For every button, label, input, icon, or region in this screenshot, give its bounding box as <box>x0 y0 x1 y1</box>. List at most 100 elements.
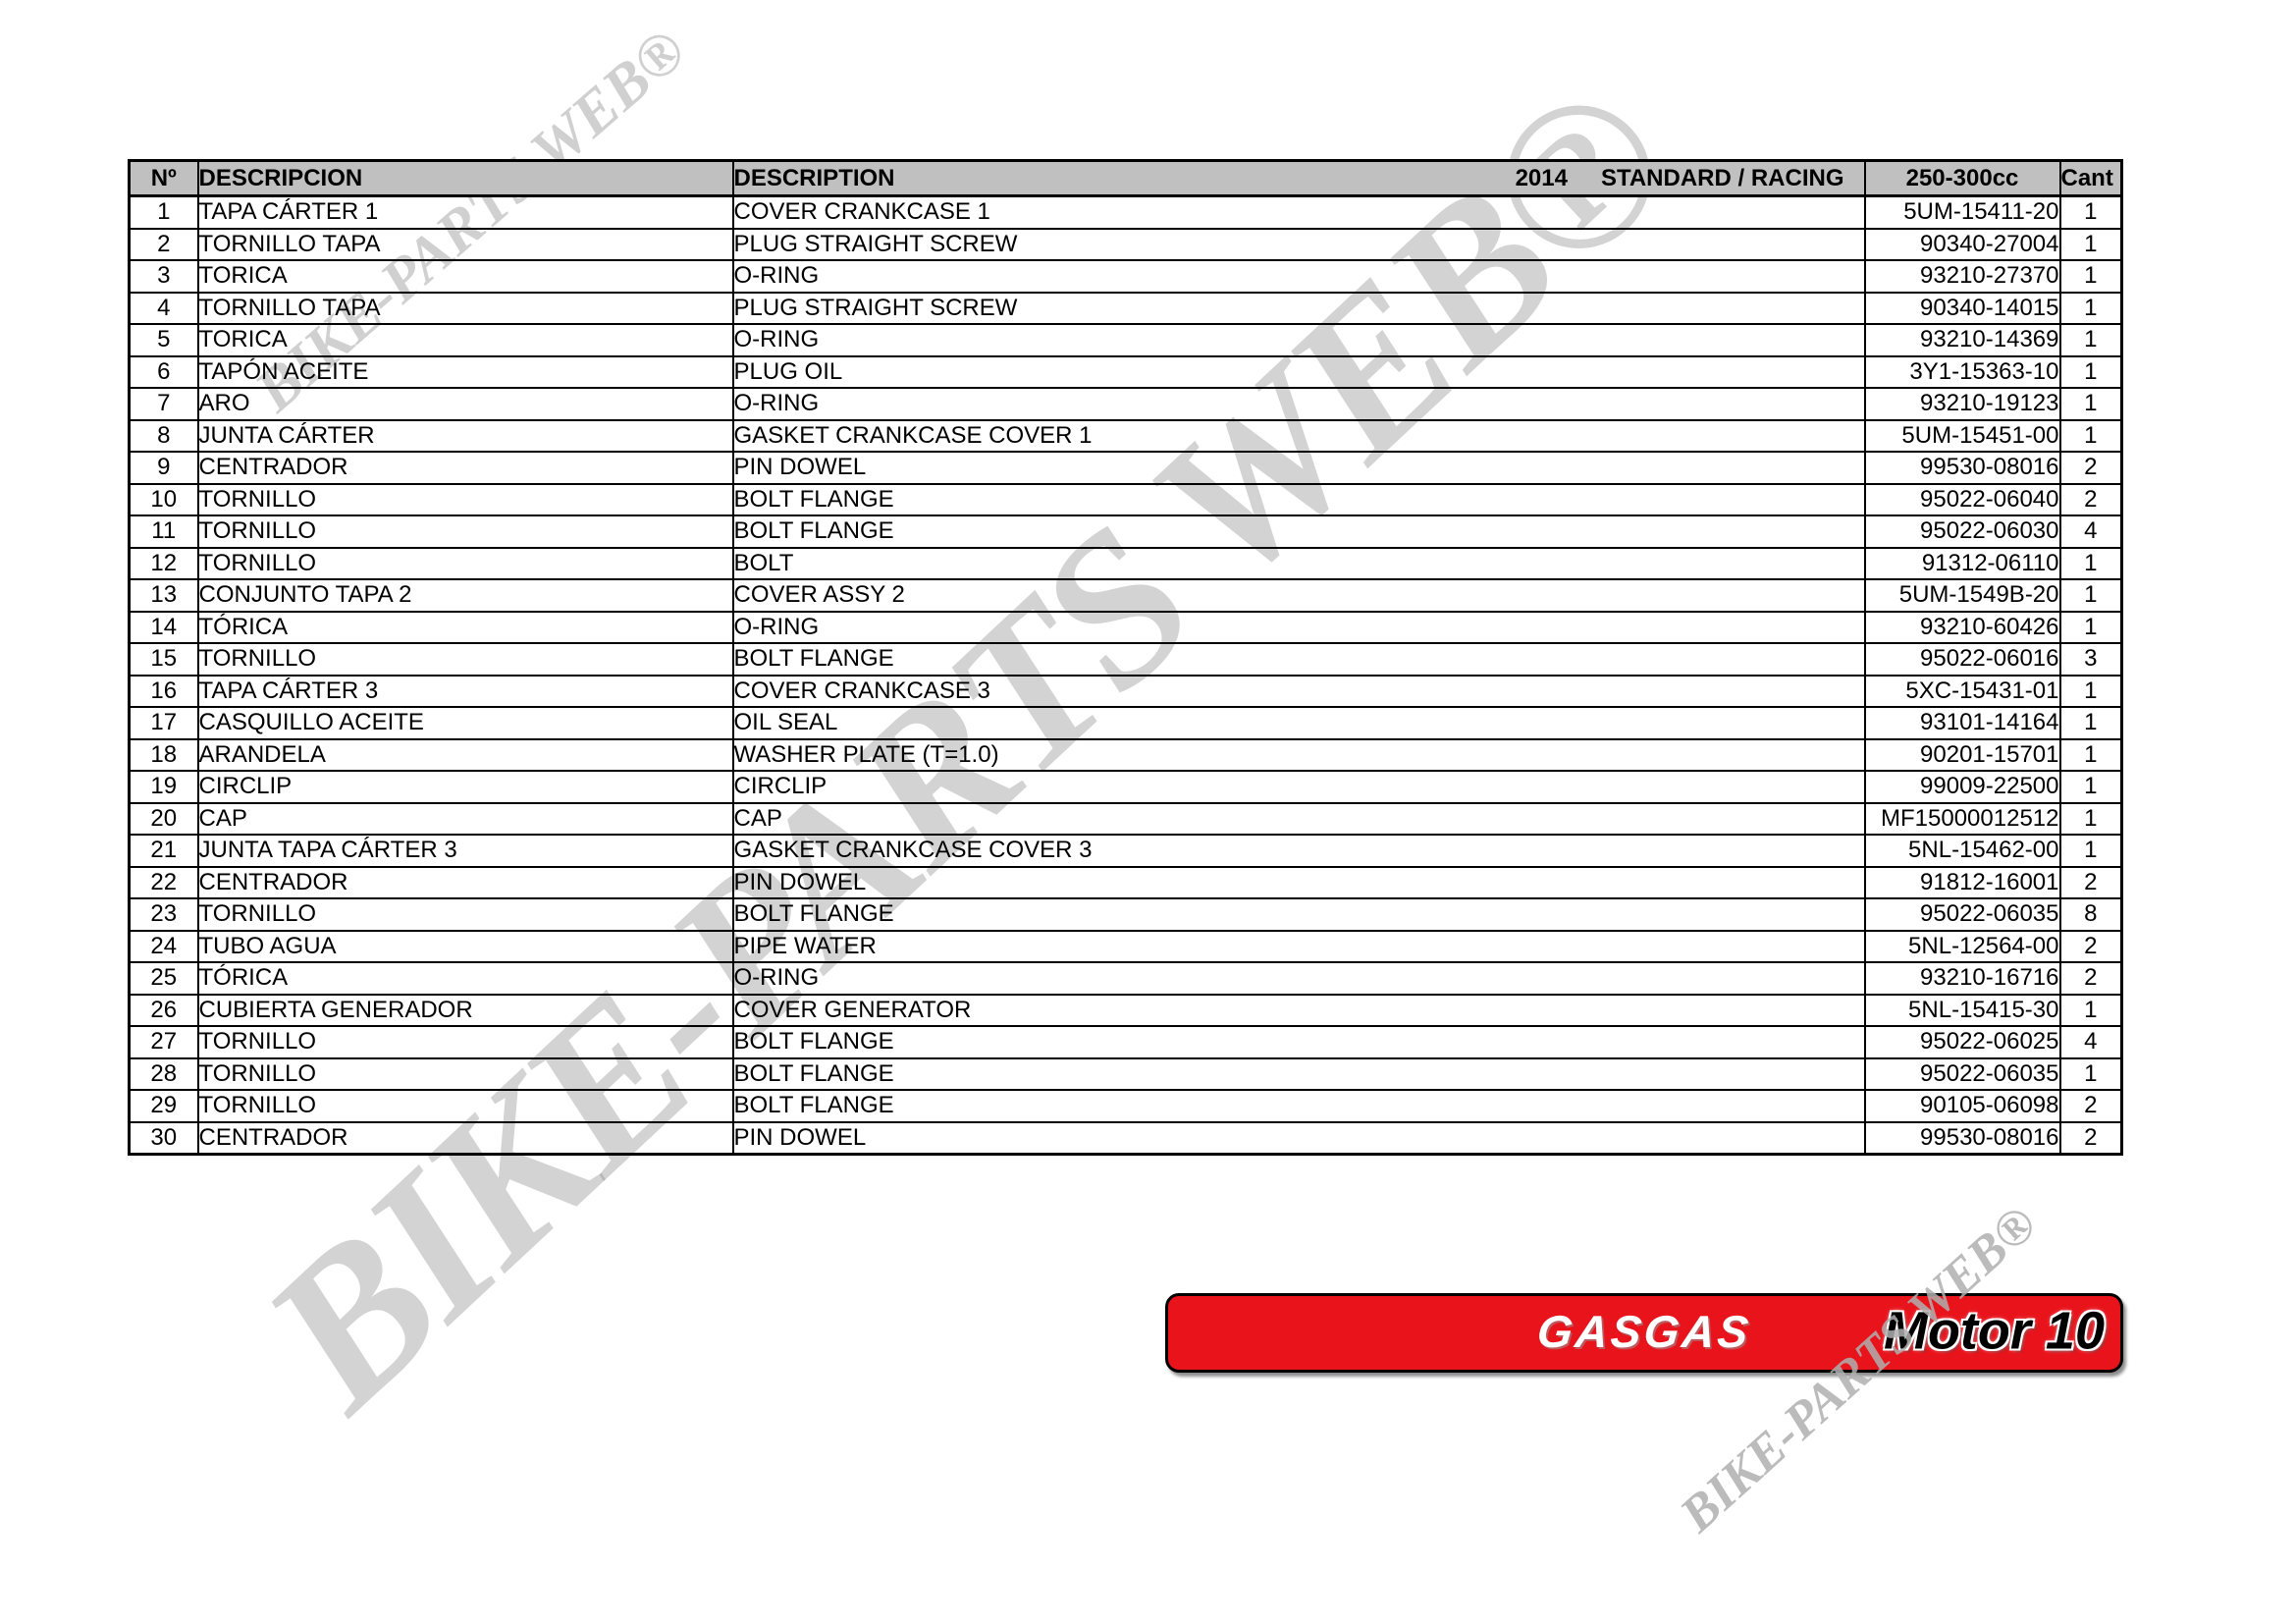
cell-qty: 2 <box>2058 1120 2123 1156</box>
cell-descripcion: TAPÓN ACEITE <box>196 354 734 389</box>
table-row: 15 TORNILLO BOLT FLANGE 95022-06016 3 <box>128 642 2123 677</box>
cell-description: GASKET CRANKCASE COVER 3 <box>731 834 1866 868</box>
cell-num: 27 <box>128 1025 199 1059</box>
cell-num: 12 <box>128 546 199 580</box>
cell-part-number: 5XC-15431-01 <box>1863 674 2061 708</box>
model-label: Motor 10 <box>1883 1301 2105 1361</box>
cell-description: O-RING <box>731 961 1866 996</box>
cell-descripcion: TORNILLO TAPA <box>196 291 734 325</box>
cell-description: PLUG STRAIGHT SCREW <box>731 227 1866 261</box>
cell-descripcion: CASQUILLO ACEITE <box>196 706 734 740</box>
cell-part-number: 99530-08016 <box>1863 451 2061 485</box>
cell-num: 8 <box>128 418 199 453</box>
cell-part-number: 5UM-15411-20 <box>1863 194 2061 230</box>
table-row: 13 CONJUNTO TAPA 2 COVER ASSY 2 5UM-1549B-2… <box>128 578 2123 613</box>
cell-num: 21 <box>128 834 199 868</box>
cell-description: CAP <box>731 801 1866 836</box>
cell-description: PIPE WATER <box>731 929 1866 963</box>
cell-num: 5 <box>128 323 199 357</box>
table-row: 11 TORNILLO BOLT FLANGE 95022-06030 4 <box>128 514 2123 549</box>
cell-part-number: 95022-06030 <box>1863 514 2061 549</box>
table-row: 10 TORNILLO BOLT FLANGE 95022-06040 2 <box>128 482 2123 516</box>
cell-num: 4 <box>128 291 199 325</box>
cell-description: O-RING <box>731 387 1866 421</box>
cell-qty: 1 <box>2058 674 2123 708</box>
cell-qty: 4 <box>2058 514 2123 549</box>
cell-description: WASHER PLATE (T=1.0) <box>731 737 1866 772</box>
cell-num: 18 <box>128 737 199 772</box>
cell-part-number: 99530-08016 <box>1863 1120 2061 1156</box>
cell-description: CIRCLIP <box>731 770 1866 804</box>
cell-descripcion: CENTRADOR <box>196 865 734 899</box>
cell-descripcion: CENTRADOR <box>196 451 734 485</box>
cell-part-number: 95022-06035 <box>1863 1056 2061 1091</box>
cell-descripcion: TORNILLO <box>196 897 734 932</box>
cell-part-number: 90340-14015 <box>1863 291 2061 325</box>
cell-num: 22 <box>128 865 199 899</box>
header-descripcion: DESCRIPCION <box>196 159 734 197</box>
table-row: 25 TÓRICA O-RING 93210-16716 2 <box>128 961 2123 996</box>
table-row: 7 ARO O-RING 93210-19123 1 <box>128 387 2123 421</box>
cell-part-number: 95022-06040 <box>1863 482 2061 516</box>
cell-descripcion: CENTRADOR <box>196 1120 734 1156</box>
cell-description: COVER CRANKCASE 3 <box>731 674 1866 708</box>
cell-description: BOLT FLANGE <box>731 1025 1866 1059</box>
cell-num: 14 <box>128 610 199 644</box>
header-description-inner: DESCRIPTION 2014 STANDARD / RACING <box>735 164 1863 192</box>
cell-num: 20 <box>128 801 199 836</box>
table-row: 20 CAP CAP MF15000012512 1 <box>128 801 2123 836</box>
table-row: 26 CUBIERTA GENERADOR COVER GENERATOR 5NL-1… <box>128 993 2123 1027</box>
cell-part-number: 3Y1-15363-10 <box>1863 354 2061 389</box>
cell-part-number: 5NL-15415-30 <box>1863 993 2061 1027</box>
cell-part-number: 91812-16001 <box>1863 865 2061 899</box>
cell-num: 25 <box>128 961 199 996</box>
parts-table-container: Nº DESCRIPCION DESCRIPTION 2014 STANDARD… <box>128 159 2123 1156</box>
table-header: Nº DESCRIPCION DESCRIPTION 2014 STANDARD… <box>128 159 2123 197</box>
cell-descripcion: TORNILLO <box>196 546 734 580</box>
cell-qty: 1 <box>2058 770 2123 804</box>
cell-qty: 1 <box>2058 737 2123 772</box>
cell-description: PLUG OIL <box>731 354 1866 389</box>
cell-description: BOLT FLANGE <box>731 514 1866 549</box>
cell-num: 2 <box>128 227 199 261</box>
cell-descripcion: ARANDELA <box>196 737 734 772</box>
cell-descripcion: CAP <box>196 801 734 836</box>
cell-qty: 1 <box>2058 418 2123 453</box>
cell-qty: 1 <box>2058 354 2123 389</box>
header-year: 2014 <box>1515 164 1568 191</box>
cell-num: 7 <box>128 387 199 421</box>
header-variant: STANDARD / RACING <box>1600 164 1844 191</box>
cell-part-number: 93210-19123 <box>1863 387 2061 421</box>
cell-descripcion: TAPA CÁRTER 1 <box>196 194 734 230</box>
header-num: Nº <box>128 159 199 197</box>
table-row: 22 CENTRADOR PIN DOWEL 91812-16001 2 <box>128 865 2123 899</box>
cell-descripcion: TÓRICA <box>196 610 734 644</box>
table-row: 14 TÓRICA O-RING 93210-60426 1 <box>128 610 2123 644</box>
table-row: 1 TAPA CÁRTER 1 COVER CRANKCASE 1 5UM-15411… <box>128 194 2123 230</box>
parts-table: Nº DESCRIPCION DESCRIPTION 2014 STANDARD… <box>128 159 2123 1156</box>
cell-part-number: 93210-16716 <box>1863 961 2061 996</box>
cell-part-number: 93210-14369 <box>1863 323 2061 357</box>
cell-descripcion: CUBIERTA GENERADOR <box>196 993 734 1027</box>
cell-num: 15 <box>128 642 199 677</box>
cell-num: 3 <box>128 259 199 294</box>
cell-part-number: 5NL-12564-00 <box>1863 929 2061 963</box>
cell-description: O-RING <box>731 323 1866 357</box>
cell-num: 29 <box>128 1089 199 1123</box>
table-row: 21 JUNTA TAPA CÁRTER 3 GASKET CRANKCASE CO… <box>128 834 2123 868</box>
cell-num: 10 <box>128 482 199 516</box>
cell-descripcion: TORICA <box>196 259 734 294</box>
cell-part-number: 90340-27004 <box>1863 227 2061 261</box>
table-row: 2 TORNILLO TAPA PLUG STRAIGHT SCREW 90340-2… <box>128 227 2123 261</box>
cell-description: COVER GENERATOR <box>731 993 1866 1027</box>
cell-qty: 2 <box>2058 961 2123 996</box>
cell-part-number: 91312-06110 <box>1863 546 2061 580</box>
cell-descripcion: CONJUNTO TAPA 2 <box>196 578 734 613</box>
brand-logo: GASGAS <box>1534 1305 1754 1357</box>
table-row: 4 TORNILLO TAPA PLUG STRAIGHT SCREW 90340-1… <box>128 291 2123 325</box>
cell-description: PIN DOWEL <box>731 1120 1866 1156</box>
cell-description: BOLT FLANGE <box>731 1089 1866 1123</box>
cell-qty: 1 <box>2058 993 2123 1027</box>
cell-part-number: 90105-06098 <box>1863 1089 2061 1123</box>
cell-num: 16 <box>128 674 199 708</box>
